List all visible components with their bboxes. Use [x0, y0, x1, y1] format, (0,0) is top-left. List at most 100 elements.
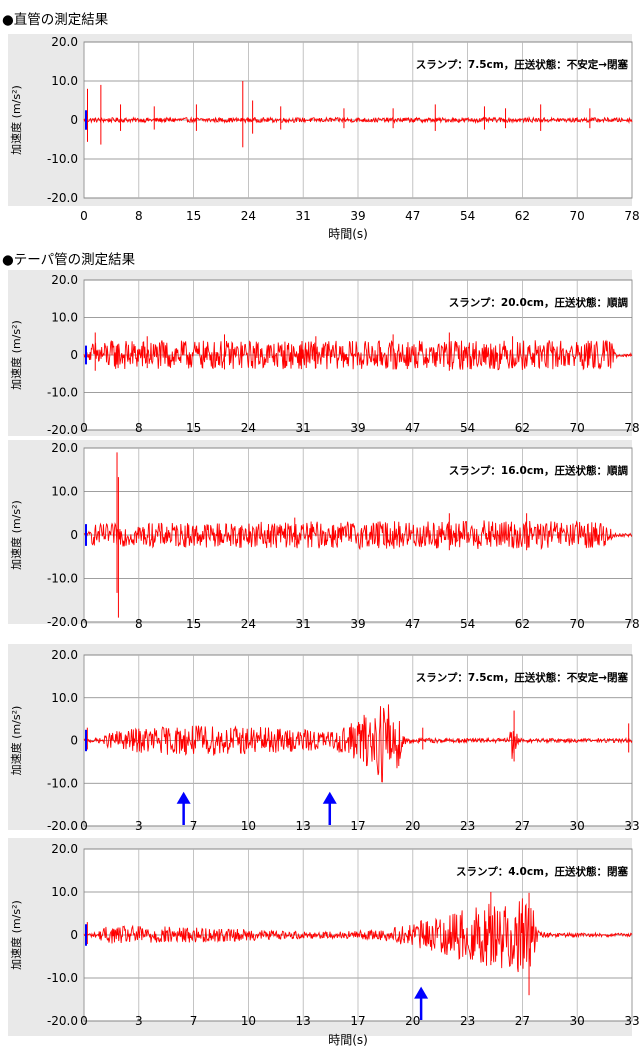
x-tick-label: 62: [515, 421, 530, 435]
x-tick-label: 0: [80, 209, 88, 223]
y-axis-label: 加速度 (m/s²): [9, 85, 23, 155]
x-tick-label: 7: [190, 1014, 198, 1028]
x-tick-label: 3: [135, 819, 143, 833]
x-tick-label: 27: [515, 819, 530, 833]
y-axis-label: 加速度 (m/s²): [9, 900, 23, 970]
x-tick-label: 13: [296, 819, 311, 833]
x-tick-label: 10: [241, 1014, 256, 1028]
y-tick-label: 20.0: [51, 648, 78, 662]
y-tick-label: -20.0: [47, 191, 78, 205]
condition-annotation: スランプ：4.0cm，圧送状態：閉塞: [456, 865, 628, 878]
blue-arrow-head: [414, 986, 429, 999]
x-tick-label: 47: [405, 617, 420, 631]
x-tick-label: 0: [80, 617, 88, 631]
y-axis-label: 加速度 (m/s²): [9, 706, 23, 776]
y-tick-label: 10.0: [51, 311, 78, 325]
x-tick-label: 8: [135, 617, 143, 631]
y-tick-label: -20.0: [47, 615, 78, 629]
x-tick-label: 0: [80, 421, 88, 435]
signal-trace: [83, 704, 633, 783]
x-tick-label: 33: [624, 1014, 639, 1028]
x-tick-label: 3: [135, 1014, 143, 1028]
y-tick-label: 10.0: [51, 885, 78, 899]
y-tick-label: 20.0: [51, 273, 78, 287]
x-tick-label: 15: [186, 617, 201, 631]
x-axis-label: 時間(s): [328, 227, 368, 241]
x-tick-label: 17: [350, 819, 365, 833]
x-tick-label: 70: [570, 209, 585, 223]
x-tick-label: 24: [241, 209, 256, 223]
x-tick-label: 8: [135, 209, 143, 223]
x-tick-label: 7: [190, 819, 198, 833]
y-tick-label: -20.0: [47, 423, 78, 437]
y-tick-label: 10.0: [51, 691, 78, 705]
signal-trace: [83, 520, 633, 551]
y-tick-label: -10.0: [47, 152, 78, 166]
x-tick-label: 15: [186, 209, 201, 223]
condition-annotation: スランプ：7.5cm，圧送状態：不安定→閉塞: [416, 671, 629, 684]
x-axis-label: 時間(s): [328, 1033, 368, 1047]
condition-annotation: スランプ：7.5cm，圧送状態：不安定→閉塞: [416, 58, 629, 71]
y-tick-label: 0: [70, 734, 78, 748]
x-tick-label: 15: [186, 421, 201, 435]
x-tick-label: 78: [624, 421, 639, 435]
x-tick-label: 13: [296, 1014, 311, 1028]
y-tick-label: 0: [70, 113, 78, 127]
x-tick-label: 62: [515, 209, 530, 223]
x-tick-label: 54: [460, 209, 475, 223]
taper-pipe-title: ●テーパ管の測定結果: [2, 252, 136, 268]
signal-trace: [83, 898, 633, 973]
chart-panel-2: 20.010.00-10.0-20.0 0 8 15 24 31 39 47 54 62 70 78加…: [8, 440, 640, 631]
x-tick-label: 24: [241, 617, 256, 631]
straight-pipe-title: ●直管の測定結果: [2, 12, 109, 28]
x-tick-label: 31: [296, 421, 311, 435]
y-tick-label: 20.0: [51, 842, 78, 856]
y-tick-label: -20.0: [47, 819, 78, 833]
x-tick-label: 78: [624, 209, 639, 223]
y-tick-label: -10.0: [47, 386, 78, 400]
y-axis-label: 加速度 (m/s²): [9, 500, 23, 570]
y-tick-label: 10.0: [51, 74, 78, 88]
x-tick-label: 70: [570, 421, 585, 435]
y-tick-label: -10.0: [47, 572, 78, 586]
x-tick-label: 62: [515, 617, 530, 631]
x-tick-label: 24: [241, 421, 256, 435]
x-tick-label: 39: [350, 617, 365, 631]
y-tick-label: -10.0: [47, 776, 78, 790]
x-tick-label: 39: [350, 209, 365, 223]
blue-arrow-head: [322, 791, 337, 804]
y-tick-label: 0: [70, 348, 78, 362]
y-tick-label: 0: [70, 528, 78, 542]
x-tick-label: 0: [80, 1014, 88, 1028]
x-tick-label: 39: [350, 421, 365, 435]
x-tick-label: 20: [405, 1014, 420, 1028]
y-tick-label: 10.0: [51, 485, 78, 499]
x-tick-label: 30: [570, 1014, 585, 1028]
x-tick-label: 70: [570, 617, 585, 631]
x-tick-label: 20: [405, 819, 420, 833]
x-tick-label: 54: [460, 617, 475, 631]
chart-panel-1: 20.010.00-10.0-20.0 0 8 15 24 31 39 47 54 62 70 78加…: [8, 270, 640, 437]
y-tick-label: -20.0: [47, 1014, 78, 1028]
blue-arrow-head: [176, 791, 191, 804]
x-tick-label: 33: [624, 819, 639, 833]
x-tick-label: 0: [80, 819, 88, 833]
y-tick-label: 20.0: [51, 35, 78, 49]
x-tick-label: 54: [460, 421, 475, 435]
signal-trace: [83, 339, 633, 371]
chart-panel-3: 20.010.00-10.0-20.0 0 3 7 10 13 17 20 23 27 30 33加速…: [8, 644, 640, 833]
y-axis-label: 加速度 (m/s²): [9, 320, 23, 390]
condition-annotation: スランプ：16.0cm，圧送状態：順調: [449, 464, 628, 477]
y-tick-label: 20.0: [51, 441, 78, 455]
x-tick-label: 30: [570, 819, 585, 833]
y-tick-label: -10.0: [47, 971, 78, 985]
x-tick-label: 8: [135, 421, 143, 435]
x-tick-label: 31: [296, 209, 311, 223]
x-tick-label: 23: [460, 819, 475, 833]
y-tick-label: 0: [70, 928, 78, 942]
x-tick-label: 47: [405, 209, 420, 223]
x-tick-label: 31: [296, 617, 311, 631]
x-tick-label: 27: [515, 1014, 530, 1028]
x-tick-label: 78: [624, 617, 639, 631]
x-tick-label: 47: [405, 421, 420, 435]
